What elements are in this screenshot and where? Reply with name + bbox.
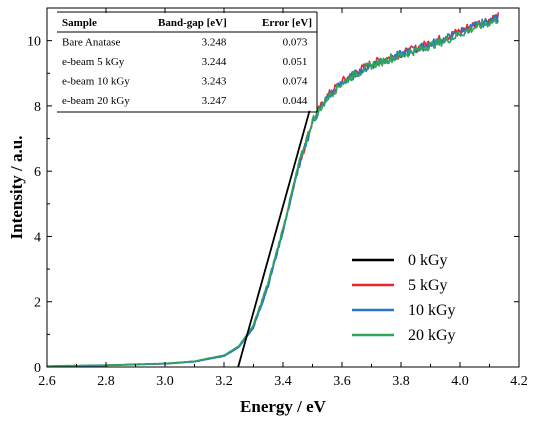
series-20-kgy (46, 17, 499, 367)
table-cell: 0.074 (283, 76, 308, 88)
legend-label: 10 kGy (408, 302, 456, 319)
y-axis-title: Intensity / a.u. (7, 136, 26, 240)
legend-label: 5 kGy (408, 277, 448, 294)
table-cell: 3.248 (202, 37, 227, 49)
table-cell: 0.073 (283, 37, 308, 49)
table-cell: 0.044 (283, 95, 308, 107)
y-tick-label: 6 (34, 165, 41, 180)
x-tick-label: 3.4 (274, 374, 292, 389)
table-cell: Bare Anatase (62, 37, 120, 49)
y-tick-label: 10 (27, 35, 41, 50)
legend-label: 20 kGy (408, 327, 456, 344)
x-tick-label: 2.6 (38, 374, 56, 389)
x-tick-label: 3.0 (156, 374, 174, 389)
axes-layer: 2.6 2.8 3.0 3.2 3.4 3.6 3.8 4.0 4.2 0 2 4 6 8 10 (27, 7, 528, 389)
table-cell: 3.244 (202, 56, 227, 68)
x-tick-label: 3.2 (215, 374, 233, 389)
legend-label: 0 kGy (408, 252, 448, 269)
y-tick-label: 8 (34, 100, 41, 115)
table-cell: e-beam 5 kGy (62, 56, 125, 68)
table-cell: e-beam 10 kGy (62, 76, 130, 88)
x-axis-title: Energy / eV (240, 397, 327, 416)
table-cell: 0.051 (283, 56, 308, 68)
table-header-cell: Error [eV] (262, 17, 312, 29)
table-cell: 3.243 (202, 76, 227, 88)
table-header-cell: Band-gap [eV] (158, 17, 227, 29)
x-tick-label: 3.6 (333, 374, 351, 389)
fit-line-0-kgy (237, 110, 311, 368)
table-header-cell: Sample (62, 17, 97, 29)
y-tick-label: 2 (34, 296, 41, 311)
table-cell: e-beam 20 kGy (62, 95, 130, 107)
inset-table: Sample Band-gap [eV] Error [eV] Bare Anatas… (57, 11, 318, 113)
x-tick-label: 4.0 (451, 374, 469, 389)
table-cell: 3.247 (202, 95, 227, 107)
x-tick-label: 4.2 (510, 374, 528, 389)
legend: 0 kGy 5 kGy 10 kGy 20 kGy (352, 252, 456, 344)
y-tick-label: 0 (34, 361, 41, 376)
y-tick-label: 4 (34, 230, 41, 245)
x-tick-label: 3.8 (392, 374, 410, 389)
series-layer (46, 12, 500, 368)
x-tick-label: 2.8 (97, 374, 115, 389)
